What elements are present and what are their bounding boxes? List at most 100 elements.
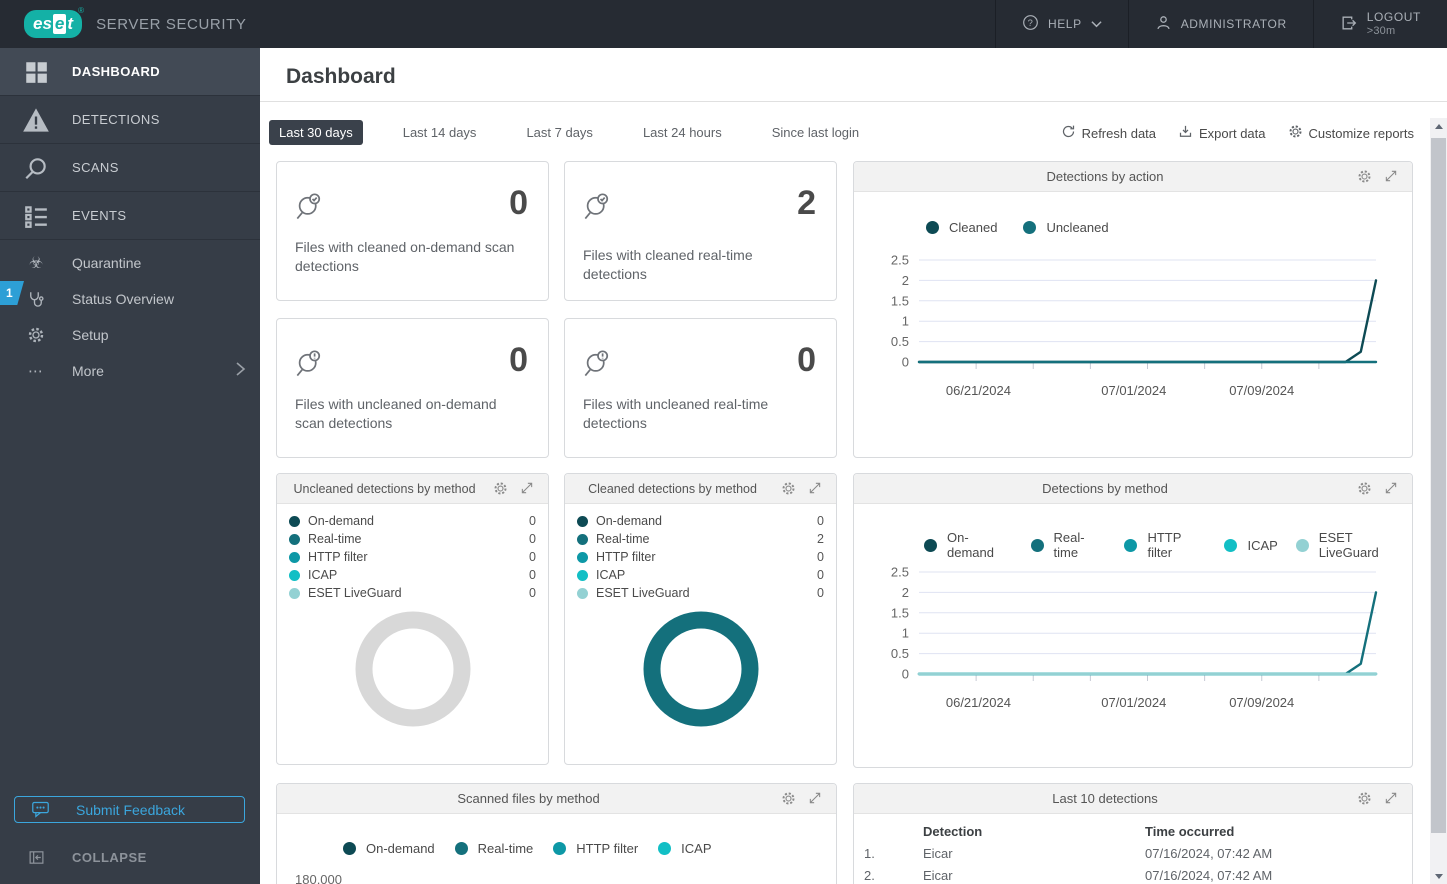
user-menu[interactable]: ADMINISTRATOR xyxy=(1127,0,1313,48)
stat-card-cleaned-ondemand[interactable]: 0 Files with cleaned on-demand scan dete… xyxy=(276,161,549,301)
panel-title: Uncleaned detections by method xyxy=(293,482,476,496)
column-header: Detection xyxy=(923,824,983,839)
legend-item: Uncleaned xyxy=(1023,220,1109,235)
legend-item: On-demand 0 xyxy=(577,512,824,530)
panel-header: Detections by method xyxy=(854,474,1412,504)
legend-item: Real-time 0 xyxy=(289,530,536,548)
legend-item: ICAP 0 xyxy=(289,566,536,584)
scroll-up-arrow[interactable] xyxy=(1430,118,1447,134)
legend-label: ICAP xyxy=(1247,537,1278,553)
help-label: HELP xyxy=(1047,17,1082,31)
gear-icon[interactable] xyxy=(781,481,796,496)
tab-last-7-days[interactable]: Last 7 days xyxy=(526,125,593,140)
legend-value: 0 xyxy=(817,568,824,582)
row-number: 1. xyxy=(864,846,875,861)
header-divider xyxy=(260,101,1447,102)
column-header: Time occurred xyxy=(1145,824,1235,839)
warning-triangle-icon xyxy=(18,107,54,133)
legend-label: On-demand xyxy=(947,530,994,560)
tab-since-last-login[interactable]: Since last login xyxy=(771,125,860,140)
legend-item: ICAP xyxy=(658,841,712,856)
sidebar-item-more[interactable]: ⋯ More xyxy=(0,353,260,389)
dashboard-toolbar: Refresh data Export data Customize repor… xyxy=(1061,124,1414,142)
expand-icon[interactable] xyxy=(808,791,822,805)
search-check-icon xyxy=(583,192,613,227)
customize-reports-button[interactable]: Customize reports xyxy=(1288,124,1414,142)
expand-icon[interactable] xyxy=(1384,791,1398,805)
scroll-down-arrow[interactable] xyxy=(1430,868,1447,884)
expand-icon[interactable] xyxy=(808,481,822,495)
gear-icon[interactable] xyxy=(1357,481,1372,496)
help-menu[interactable]: ? HELP xyxy=(994,0,1128,48)
stat-value: 2 xyxy=(797,184,816,222)
sidebar-item-quarantine[interactable]: ☣ Quarantine xyxy=(0,245,260,281)
collapse-button[interactable]: COLLAPSE xyxy=(0,840,260,874)
stat-label: Files with uncleaned real-time detection… xyxy=(583,396,769,431)
refresh-data-button[interactable]: Refresh data xyxy=(1061,124,1156,142)
svg-text:0.5: 0.5 xyxy=(891,334,909,349)
detection-time: 07/16/2024, 07:42 AM xyxy=(1145,846,1273,861)
tab-last-14-days[interactable]: Last 14 days xyxy=(402,125,477,140)
legend-value: 0 xyxy=(529,550,536,564)
legend-value: 0 xyxy=(529,568,536,582)
dashboard-grid-icon xyxy=(18,59,54,85)
tab-last-24-hours[interactable]: Last 24 hours xyxy=(642,125,722,140)
expand-icon[interactable] xyxy=(1384,481,1398,495)
svg-text:07/09/2024: 07/09/2024 xyxy=(1229,383,1294,398)
panel-last-10-detections: Last 10 detections Detection Time occurr… xyxy=(853,783,1413,884)
panel-header: Detections by action xyxy=(854,162,1412,192)
legend-dot xyxy=(926,221,939,234)
legend-dot xyxy=(289,551,300,563)
legend-dot xyxy=(924,538,937,552)
sidebar-item-detections[interactable]: DETECTIONS xyxy=(0,96,260,144)
legend-item: On-demand xyxy=(343,841,435,856)
collapse-label: COLLAPSE xyxy=(72,849,147,865)
tab-last-30-days[interactable]: Last 30 days xyxy=(269,120,363,145)
logout-label: LOGOUT xyxy=(1366,9,1421,24)
export-data-button[interactable]: Export data xyxy=(1178,124,1266,142)
legend-item: HTTP filter xyxy=(553,841,638,856)
stat-card-uncleaned-ondemand[interactable]: 0 Files with uncleaned on-demand scan de… xyxy=(276,318,549,458)
sidebar-item-events[interactable]: EVENTS xyxy=(0,192,260,240)
legend-dot xyxy=(454,842,468,855)
legend-label: HTTP filter xyxy=(596,550,656,564)
scrollbar-thumb[interactable] xyxy=(1431,138,1446,833)
legend-item: ESET LiveGuard 0 xyxy=(289,584,536,602)
legend-value: 0 xyxy=(817,514,824,528)
panel-scanned-files-by-method: Scanned files by method On-demand Real-t… xyxy=(276,783,837,884)
legend-dot xyxy=(289,533,300,545)
sidebar-item-setup[interactable]: Setup xyxy=(0,317,260,353)
submit-feedback-button[interactable]: Submit Feedback xyxy=(14,796,245,823)
detections-table: Detection Time occurred 1. Eicar 07/16/2… xyxy=(854,814,1412,884)
donut-chart-cleaned xyxy=(643,611,759,727)
sidebar-item-label: EVENTS xyxy=(72,208,127,223)
gear-icon[interactable] xyxy=(781,791,796,806)
sidebar-item-status-overview[interactable]: Status Overview xyxy=(0,281,260,317)
legend-item: ICAP xyxy=(1224,537,1278,553)
svg-text:0: 0 xyxy=(902,355,909,370)
legend-item: ICAP 0 xyxy=(577,566,824,584)
eset-logo: es e t ® xyxy=(24,6,84,38)
search-alert-icon xyxy=(583,349,613,384)
legend-label: HTTP filter xyxy=(308,550,368,564)
donut-legend: On-demand 0 Real-time 0 HTTP filter 0 ICAP 0… xyxy=(277,504,548,602)
expand-icon[interactable] xyxy=(1384,169,1398,183)
stat-card-cleaned-realtime[interactable]: 2 Files with cleaned real-time detection… xyxy=(564,161,837,301)
expand-icon[interactable] xyxy=(520,481,534,495)
gear-icon[interactable] xyxy=(1357,791,1372,806)
stat-card-uncleaned-realtime[interactable]: 0 Files with uncleaned real-time detecti… xyxy=(564,318,837,458)
gear-icon[interactable] xyxy=(493,481,508,496)
sidebar-item-label: Quarantine xyxy=(72,255,142,271)
time-filter-tabs: Last 30 days Last 14 days Last 7 days La… xyxy=(269,120,869,145)
refresh-label: Refresh data xyxy=(1081,125,1157,141)
stat-value: 0 xyxy=(509,341,528,379)
logout-button[interactable]: LOGOUT >30m xyxy=(1312,0,1447,48)
sidebar-item-dashboard[interactable]: DASHBOARD xyxy=(0,48,260,96)
legend-label: Real-time xyxy=(596,532,650,546)
sidebar-item-scans[interactable]: SCANS xyxy=(0,144,260,192)
logo-text-boxed: e xyxy=(52,14,67,34)
svg-text:1: 1 xyxy=(902,314,909,329)
gear-icon[interactable] xyxy=(1357,169,1372,184)
panel-detections-by-action: Detections by action Cleaned Uncleaned 0… xyxy=(853,161,1413,458)
